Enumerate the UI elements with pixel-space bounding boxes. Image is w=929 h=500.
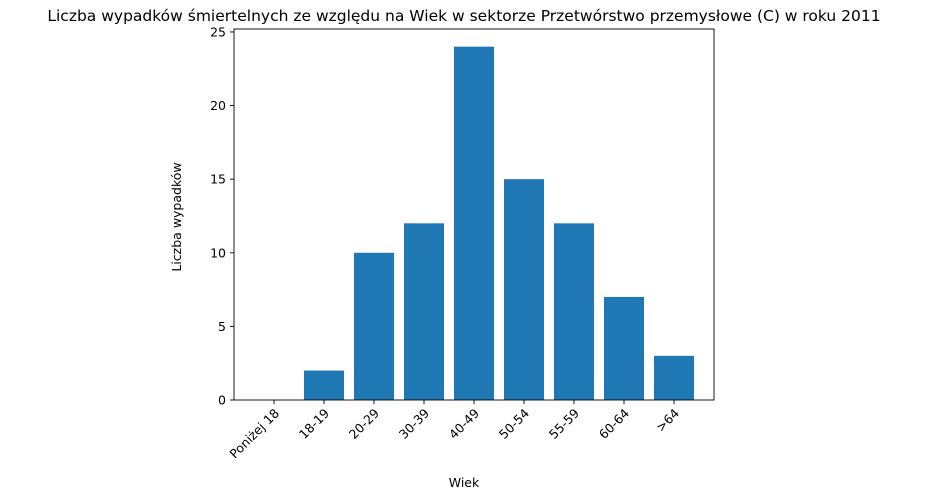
bar — [304, 370, 344, 400]
y-tick-label: 25 — [210, 24, 226, 39]
bar — [554, 223, 594, 400]
x-tick-label: 55-59 — [546, 405, 582, 441]
y-tick-label: 0 — [218, 393, 226, 408]
x-tick-label: 60-64 — [596, 405, 632, 441]
y-tick-label: 20 — [210, 98, 226, 113]
x-tick-label: Poniżej 18 — [226, 405, 282, 461]
x-axis-label: Wiek — [449, 475, 480, 490]
x-tick-label: 50-54 — [496, 405, 532, 441]
plot-area: 0 5 10 15 20 25 Poniżej 18 18-19 20-29 30-39 40-49… — [210, 24, 715, 461]
bar — [504, 179, 544, 400]
y-tick-label: 10 — [210, 245, 226, 260]
x-tick-label: 20-29 — [346, 405, 382, 441]
bar — [604, 296, 644, 400]
y-axis-label: Liczba wypadków — [169, 162, 184, 271]
y-tick-label: 15 — [210, 172, 226, 187]
y-tick-label: 5 — [218, 319, 226, 334]
bar — [454, 46, 494, 401]
bar — [354, 252, 394, 400]
x-tick-label: 18-19 — [296, 405, 332, 441]
x-tick-label: >64 — [653, 405, 682, 434]
bar — [404, 223, 444, 400]
bar — [654, 355, 694, 400]
x-tick-label: 40-49 — [446, 405, 482, 441]
chart-title: Liczba wypadków śmiertelnych ze względu … — [47, 7, 880, 25]
x-tick-label: 30-39 — [396, 405, 432, 441]
